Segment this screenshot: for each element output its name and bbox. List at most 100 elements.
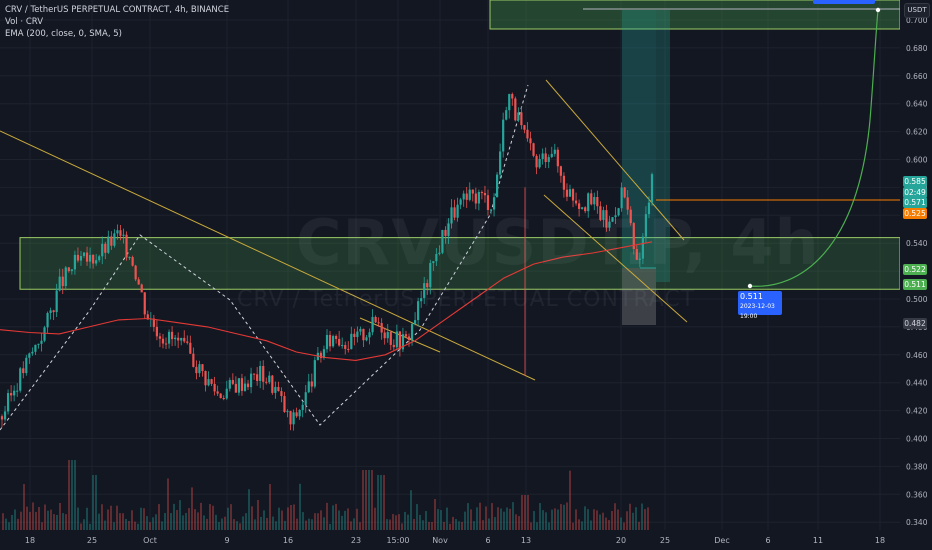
time-tick-label: 9 <box>224 536 229 545</box>
volume-bar <box>623 522 625 530</box>
volume-bar <box>542 510 544 530</box>
candle-body <box>617 208 620 216</box>
candle-body <box>368 332 371 338</box>
volume-bar <box>527 495 529 530</box>
volume-bar <box>413 518 415 530</box>
volume-bar <box>539 503 541 530</box>
candle-body <box>444 229 447 236</box>
candle-body <box>447 223 450 236</box>
candle-body <box>365 337 368 341</box>
candle-body <box>22 368 25 374</box>
candle-body <box>499 151 502 175</box>
volume-bar <box>104 520 106 530</box>
volume-bar <box>617 509 619 530</box>
volume-bar <box>269 484 271 530</box>
last-price-tag: 0.585 <box>903 176 927 187</box>
candle-body <box>550 153 553 158</box>
candle-body <box>474 193 477 204</box>
volume-bar <box>5 518 7 530</box>
volume-bar <box>371 470 373 530</box>
time-tick-label: 15:00 <box>386 536 409 545</box>
volume-bar <box>119 513 121 530</box>
legend-volume[interactable]: Vol · CRV <box>5 17 44 27</box>
candle-body <box>19 368 22 391</box>
volume-bar <box>608 520 610 530</box>
candle-body <box>520 112 523 126</box>
grid-lines <box>0 0 900 530</box>
price-tick-label: 0.380 <box>906 462 928 471</box>
volume-bar <box>158 504 160 530</box>
volume-bar <box>179 500 181 530</box>
candle-body <box>95 260 98 264</box>
price-tick-label: 0.680 <box>906 44 928 53</box>
volume-bar <box>416 504 418 530</box>
volume-bar <box>242 516 244 530</box>
price-tick-label: 0.500 <box>906 295 928 304</box>
volume-bar <box>602 512 604 530</box>
volume-bar <box>491 503 493 530</box>
candle-body <box>313 360 316 387</box>
volume-bar <box>122 513 124 530</box>
volume-bar <box>17 518 19 530</box>
volume-bar <box>308 518 310 530</box>
candle-body <box>629 209 632 224</box>
candle-body <box>538 159 541 168</box>
ema-value-tag: 0.525 <box>903 208 927 219</box>
candle-body <box>647 202 651 215</box>
volume-bar <box>488 518 490 530</box>
candle-body <box>581 207 584 209</box>
volume-bar <box>467 503 469 530</box>
candle-body <box>101 243 104 257</box>
currency-button[interactable]: USDT <box>904 3 930 18</box>
zone-upper-tag: 0.522 <box>903 264 927 275</box>
candle-body <box>28 353 31 358</box>
time-axis-bg <box>0 530 932 550</box>
volume-bar <box>461 521 463 530</box>
volume-bar <box>530 522 532 530</box>
volume-bar <box>512 502 514 530</box>
legend-symbol[interactable]: CRV / TetherUS PERPETUAL CONTRACT, 4h, B… <box>5 5 230 15</box>
volume-bar <box>260 516 262 530</box>
volume-bar <box>143 508 145 530</box>
top-blue-button[interactable] <box>813 0 875 4</box>
candle-body <box>110 236 113 246</box>
candle-body <box>140 284 143 293</box>
candle-body <box>505 110 508 120</box>
volume-bar <box>641 503 643 530</box>
volume-bar <box>281 510 283 530</box>
candle-body <box>426 283 429 288</box>
price-tick-label: 0.600 <box>906 156 928 165</box>
volume-bar <box>302 512 304 530</box>
time-tick-label: 20 <box>616 536 626 545</box>
price-tick-label: 0.540 <box>906 239 928 248</box>
volume-bar <box>68 460 70 530</box>
candle-body <box>43 327 46 341</box>
volume-bar <box>203 515 205 530</box>
candle-body <box>465 193 468 200</box>
candle-body <box>204 371 207 386</box>
candle-body <box>280 391 283 397</box>
legend-ema[interactable]: EMA (200, close, 0, SMA, 5) <box>5 29 122 39</box>
volume-bar <box>404 511 406 530</box>
candle-body <box>137 279 140 285</box>
candle-body <box>404 334 408 337</box>
candle-body <box>274 386 277 393</box>
volume-bar <box>638 521 640 530</box>
candle-body <box>289 411 292 425</box>
candle-body <box>547 157 550 163</box>
volume-bar <box>212 505 214 530</box>
candle-body <box>344 345 347 349</box>
volume-bar <box>335 503 337 530</box>
candle-body <box>52 310 55 313</box>
candle-body <box>568 189 572 197</box>
volume-bar <box>383 475 385 530</box>
volume-bar <box>581 521 583 530</box>
candle-body <box>526 129 529 139</box>
volume-bar <box>50 509 52 530</box>
volume-bar <box>107 509 109 530</box>
volume-bar <box>338 510 340 530</box>
candle-body <box>468 189 471 200</box>
wedge-upper-line <box>545 79 685 241</box>
